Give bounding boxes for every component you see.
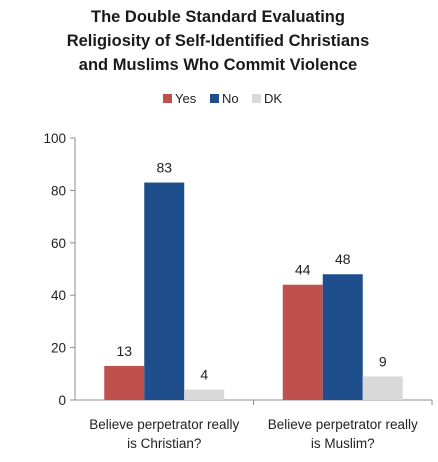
y-tick-label: 40 — [51, 288, 66, 303]
legend-label-dk: DK — [264, 91, 282, 106]
data-label: 13 — [116, 343, 132, 359]
legend-swatch-yes — [163, 94, 172, 103]
chart-title: The Double Standard Evaluating Religiosi… — [67, 8, 370, 74]
category-label: Believe perpetrator really — [89, 417, 239, 432]
legend-label-yes: Yes — [175, 91, 197, 106]
bar-no — [144, 182, 185, 400]
data-label: 44 — [295, 262, 311, 278]
chart-title-line-2: Religiosity of Self-Identified Christian… — [67, 32, 370, 50]
bars — [104, 182, 403, 400]
bar-dk — [184, 389, 225, 400]
bar-yes — [282, 284, 323, 400]
data-label: 83 — [156, 160, 172, 176]
chart-title-line-3: and Muslims Who Commit Violence — [79, 56, 357, 74]
chart-title-line-1: The Double Standard Evaluating — [91, 8, 345, 26]
bar-yes — [104, 365, 145, 400]
axes: 0 20 40 60 80 100 — [43, 131, 433, 408]
legend: Yes No DK — [163, 91, 282, 106]
legend-label-no: No — [222, 91, 239, 106]
data-label: 4 — [200, 367, 208, 383]
data-label: 9 — [379, 353, 387, 369]
legend-swatch-dk — [252, 94, 261, 103]
y-tick-label: 60 — [51, 236, 66, 251]
y-tick-label: 20 — [51, 341, 66, 356]
category-label: is Christian? — [127, 436, 201, 451]
y-tick-label: 0 — [58, 393, 66, 408]
category-label: Believe perpetrator really — [268, 417, 418, 432]
category-labels: Believe perpetrator really is Christian? B… — [89, 417, 418, 451]
bar-dk — [362, 376, 403, 400]
data-label: 48 — [335, 251, 351, 267]
y-tick-label: 80 — [51, 183, 66, 198]
category-label: is Muslim? — [311, 436, 375, 451]
y-tick-label: 100 — [43, 131, 66, 146]
legend-swatch-no — [210, 94, 219, 103]
bar-no — [322, 274, 363, 400]
